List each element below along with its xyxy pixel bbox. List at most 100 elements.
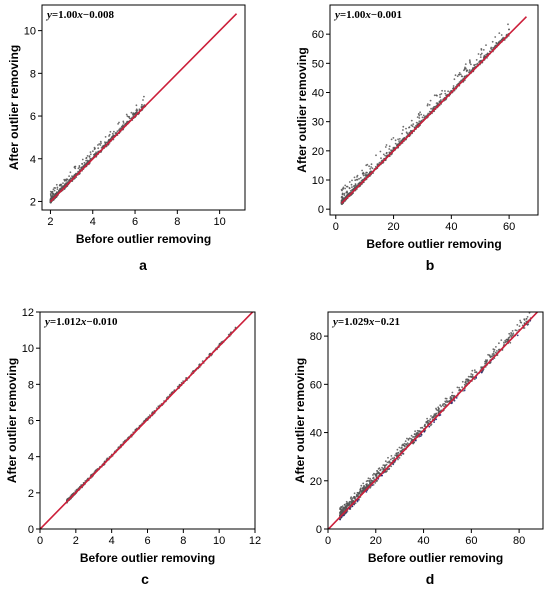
scatter-point [430,107,432,110]
scatter-point [116,130,119,133]
y-tick-label: 60 [310,379,322,391]
x-tick-label: 20 [387,221,399,233]
y-tick-label: 30 [312,117,324,129]
scatter-point [141,103,143,106]
y-tick-label: 10 [24,26,36,38]
scatter-point [353,176,356,179]
scatter-point [395,452,398,455]
scatter-point [361,169,363,172]
scatter-point [349,190,352,192]
scatter-point [348,181,351,183]
scatter-point [87,160,89,163]
scatter-point [433,106,435,108]
scatter-point [402,125,405,128]
scatter-point [397,143,399,146]
x-tick-label: 10 [214,216,226,228]
scatter-point [471,369,474,372]
scatter-point [341,510,344,512]
scatter-point [489,356,492,359]
scatter-point [470,376,473,378]
scatter-point [384,460,387,463]
scatter-point [425,421,428,424]
panel-b: 0 20 40 60 0 10 20 30 40 50 60 y=1.00x−0.001 Before … [295,4,539,273]
scatter-point [370,166,372,168]
scatter-point [122,120,125,123]
scatter-point [74,167,77,170]
scatter-point [439,96,441,98]
scatter-point [352,185,355,188]
scatter-point [494,36,497,38]
scatter-point [496,350,498,352]
scatter-point [117,123,119,125]
scatter-point [357,492,359,494]
scatter-point [444,403,447,406]
y-tick-label: 12 [22,307,34,319]
scatter-point [410,124,413,127]
scatter-point [485,44,487,46]
scatter-point [432,415,435,418]
scatter-point [458,389,460,392]
y-tick-label: 0 [318,204,324,216]
scatter-point [508,28,510,31]
scatter-point [50,195,52,197]
scatter-point [422,114,425,117]
scatter-point [356,500,359,503]
scatter-point [100,142,102,145]
scatter-point [398,457,401,459]
scatter-point [97,147,100,150]
scatter-point [413,126,416,129]
scatter-point [345,191,348,194]
scatter-point [113,130,115,133]
scatter-point [507,338,510,340]
scatter-point [441,89,443,92]
scatter-point [342,507,344,509]
scatter-point [85,157,88,160]
scatter-point [379,150,382,153]
y-tick-label: 0 [316,524,322,536]
scatter-point [344,187,346,190]
scatter-point [375,154,377,157]
scatter-point [518,325,521,327]
scatter-point [413,433,416,435]
scatter-point [508,336,511,339]
scatter-point [351,179,353,182]
scatter-point [502,36,505,39]
scatter-point [85,159,87,162]
y-axis-label-b: After outlier removing [295,47,309,172]
x-tick-label: 0 [325,535,331,547]
scatter-point [388,148,391,150]
scatter-point [388,467,391,470]
scatter-point [341,203,343,205]
scatter-point [104,143,107,146]
scatter-point [99,140,102,143]
scatter-point [362,487,365,489]
scatter-point [401,132,403,135]
scatter-point [461,380,464,383]
scatter-point [435,418,438,421]
scatter-point [469,376,472,378]
scatter-point [365,164,368,167]
scatter-point [419,111,421,114]
scatter-point [444,90,446,92]
scatter-point [359,490,362,492]
scatter-point [351,186,353,189]
scatter-point [393,457,395,460]
scatter-point [437,406,440,409]
scatter-point [415,121,418,124]
scatter-point [466,69,469,72]
scatter-point [348,500,351,503]
x-tick-label: 40 [445,221,457,233]
scatter-point [70,177,72,180]
scatter-point [142,99,144,101]
scatter-point [419,435,422,437]
x-tick-label: 10 [213,535,225,547]
scatter-point [351,497,354,500]
scatter-point [440,93,443,95]
scatter-point [388,461,390,463]
scatter-point [361,179,364,182]
scatter-point [456,386,459,389]
scatter-point [447,90,449,93]
scatter-point [412,123,415,125]
scatter-point [101,145,104,148]
y-tick-label: 8 [30,68,36,80]
